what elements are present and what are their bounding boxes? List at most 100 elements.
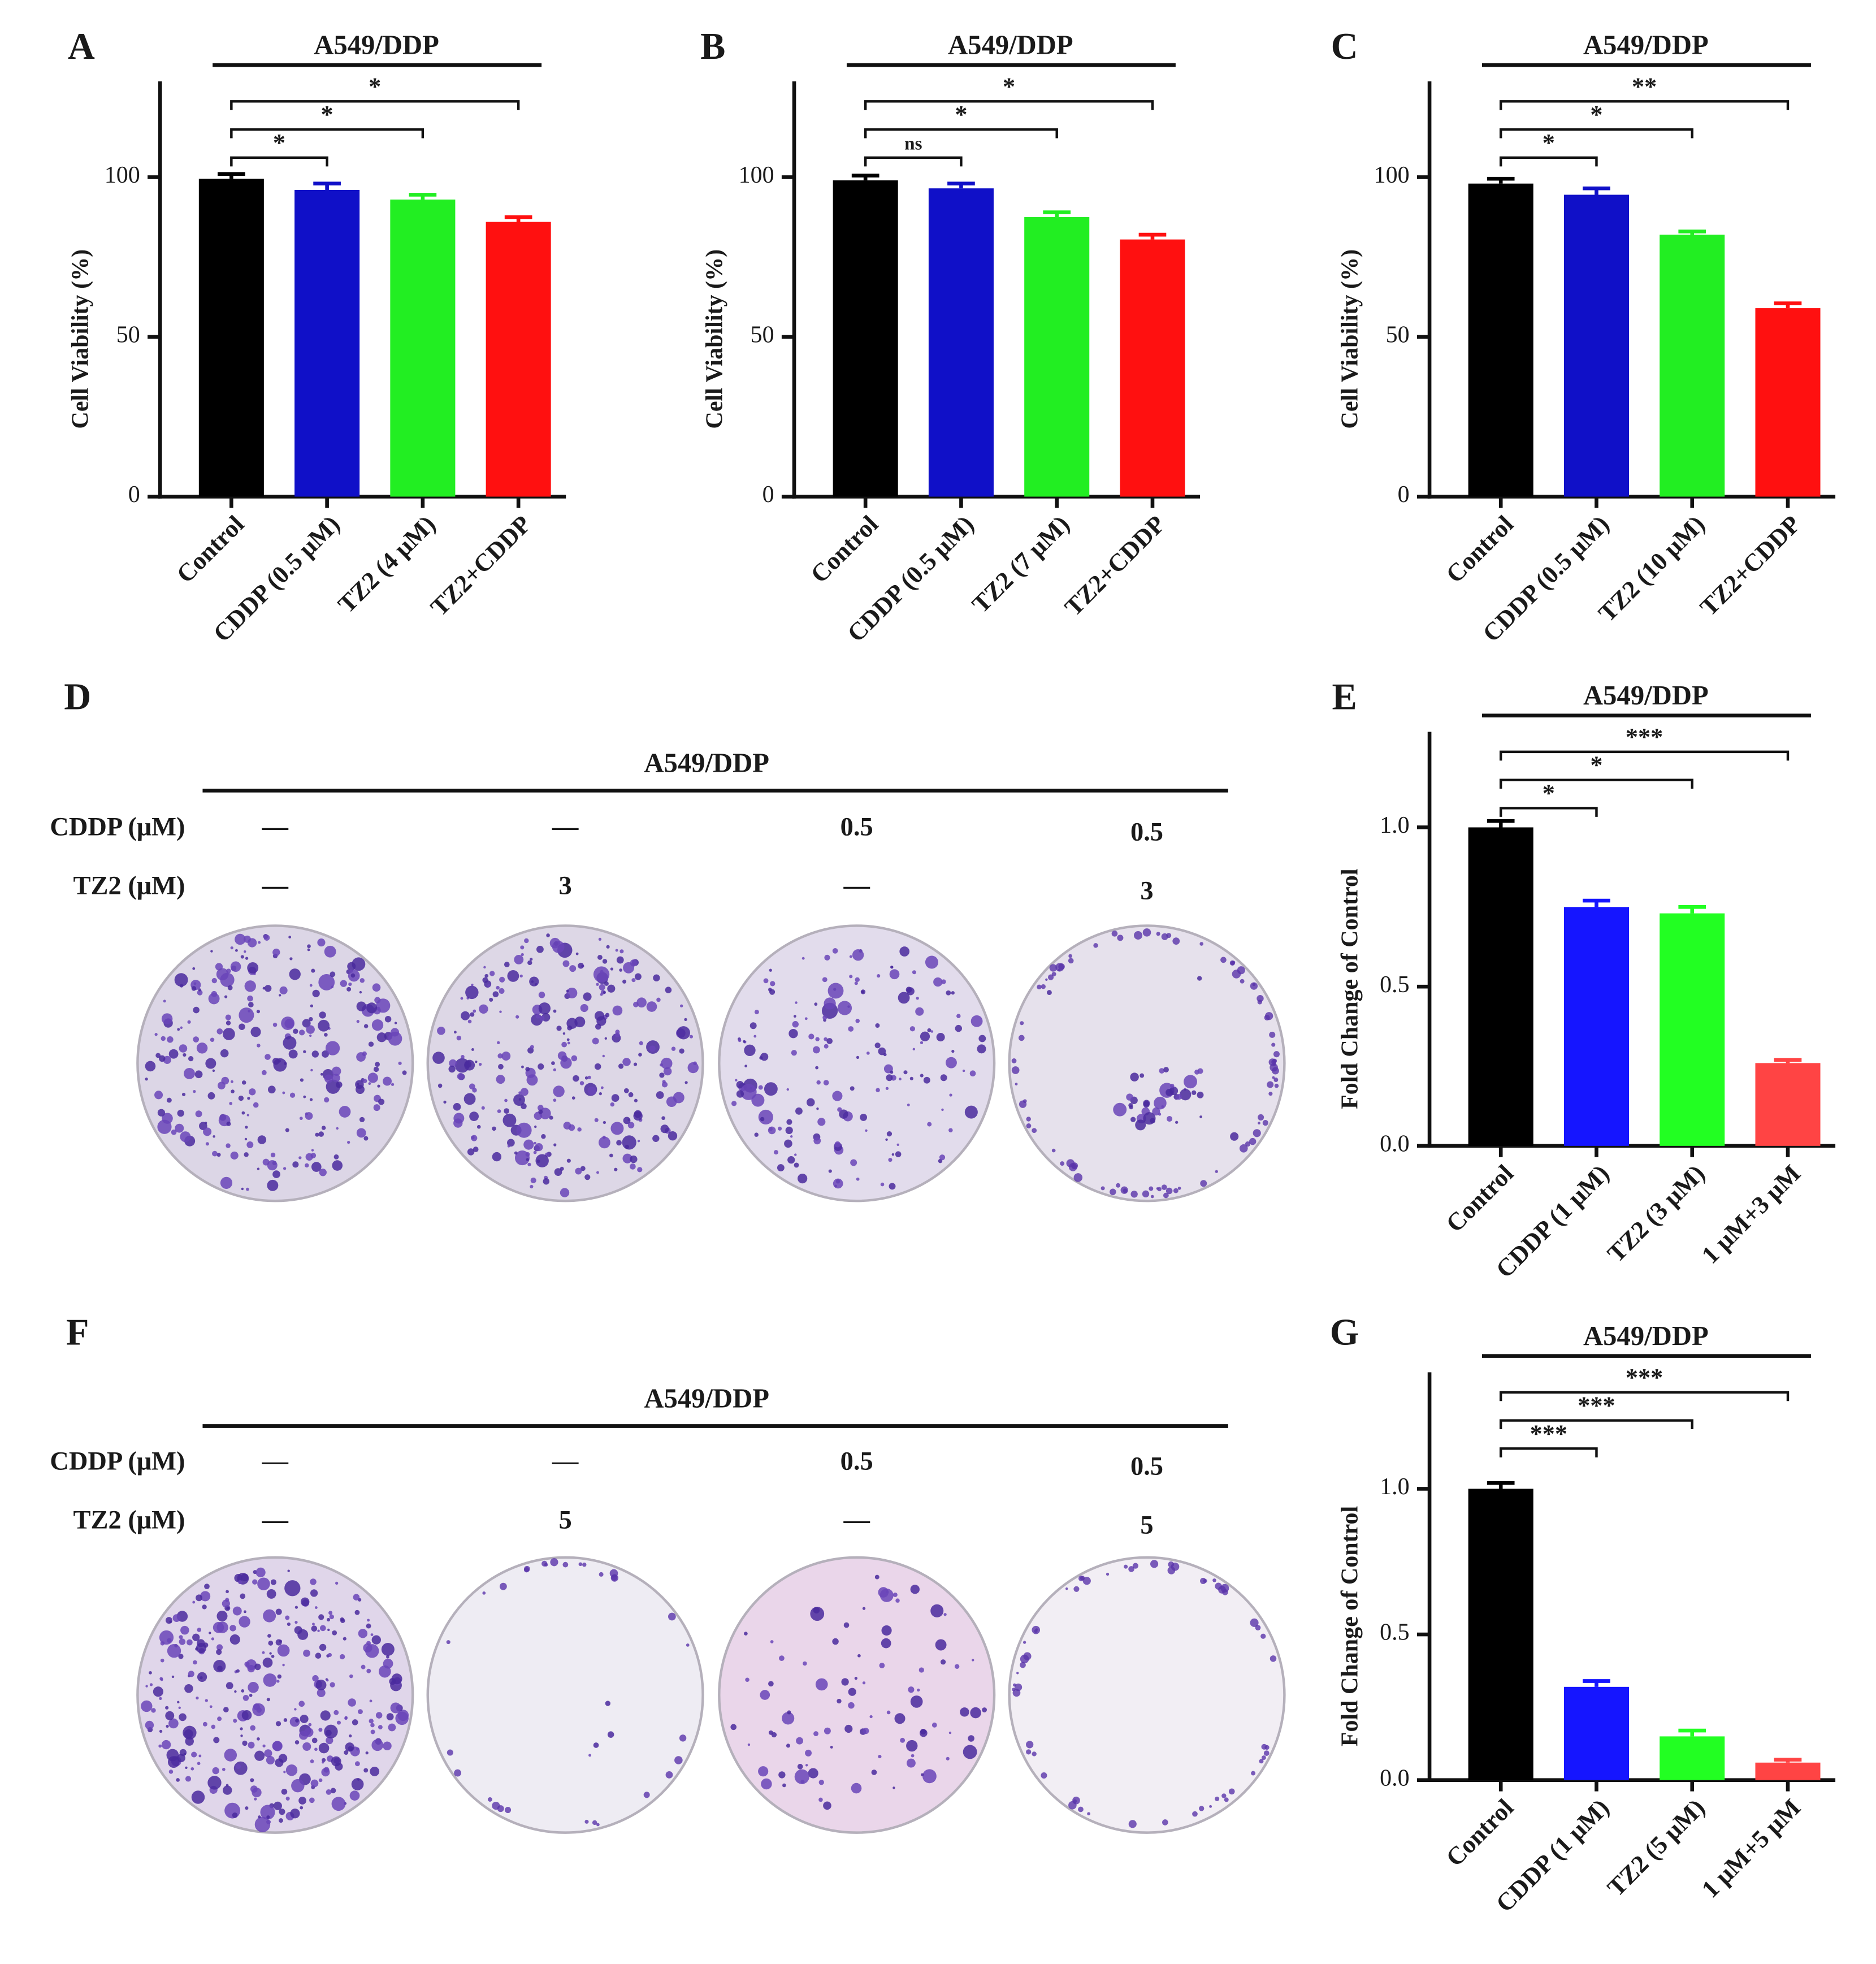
colony — [318, 1131, 324, 1137]
colony — [159, 1055, 166, 1062]
colony — [218, 1082, 226, 1090]
bar — [833, 180, 898, 497]
colony — [348, 982, 352, 987]
colony — [188, 1671, 194, 1677]
colony — [813, 1731, 818, 1737]
colony — [226, 1121, 231, 1126]
colony — [575, 1167, 582, 1175]
colony — [348, 1698, 356, 1707]
colony — [523, 1567, 530, 1573]
colony — [183, 1725, 197, 1740]
significance-label: * — [1543, 129, 1555, 157]
colony — [912, 1048, 916, 1051]
colony — [215, 963, 223, 971]
colony — [1269, 1031, 1276, 1038]
colony — [754, 1010, 759, 1015]
colony — [1203, 1578, 1207, 1583]
colony — [357, 1083, 359, 1085]
colony — [736, 1090, 744, 1098]
colony — [376, 1032, 387, 1042]
colony — [332, 1160, 343, 1171]
colony — [1260, 1633, 1266, 1639]
colony — [395, 1711, 409, 1725]
colony — [1209, 1805, 1212, 1808]
colony — [874, 1574, 879, 1580]
colony — [247, 995, 253, 1002]
colony — [370, 1723, 375, 1728]
colony — [207, 1092, 215, 1100]
colony — [239, 1023, 245, 1030]
colony — [271, 1654, 275, 1658]
colony — [267, 1085, 276, 1094]
colony — [165, 1706, 169, 1710]
colony — [889, 969, 900, 980]
colony — [378, 1725, 383, 1730]
colony — [604, 1037, 608, 1040]
colony — [188, 1055, 194, 1062]
colony — [467, 1148, 475, 1156]
colony — [470, 1012, 475, 1017]
colony — [593, 1742, 599, 1748]
colony — [371, 1635, 381, 1645]
colony — [281, 1788, 288, 1795]
colony — [760, 1690, 770, 1700]
colony — [530, 1045, 534, 1049]
colony — [553, 1143, 557, 1147]
colony — [235, 933, 246, 945]
colony — [843, 1622, 850, 1628]
colony — [1023, 1641, 1026, 1644]
colony — [492, 1152, 502, 1162]
colony — [327, 1652, 332, 1657]
colony — [875, 1023, 880, 1028]
colony — [262, 1651, 265, 1654]
colony — [232, 1812, 238, 1818]
colony — [363, 1024, 369, 1028]
colony — [467, 1019, 472, 1024]
colony — [272, 1022, 278, 1027]
colony — [1124, 1564, 1128, 1569]
colony — [507, 1144, 510, 1148]
colony — [816, 1080, 821, 1085]
colony — [879, 1588, 894, 1602]
colony — [1166, 1187, 1173, 1195]
colony — [359, 1117, 365, 1123]
colony — [561, 1041, 567, 1048]
colony — [257, 1135, 267, 1144]
colony — [212, 1150, 218, 1157]
colony — [832, 948, 838, 954]
colony — [233, 1719, 237, 1723]
colony — [1176, 1094, 1182, 1100]
colony — [192, 1633, 200, 1641]
colony — [580, 1166, 586, 1171]
colony — [465, 985, 479, 1000]
colony — [499, 1582, 507, 1590]
colony — [158, 1744, 162, 1748]
colony — [187, 1639, 193, 1646]
colony — [689, 1035, 694, 1039]
colony — [794, 1153, 797, 1156]
colony — [332, 1066, 341, 1076]
chart-title: A549/DDP — [1583, 1321, 1709, 1351]
colony — [345, 1742, 354, 1752]
x-tick-label: Control — [1441, 1160, 1519, 1238]
colony — [1128, 1820, 1137, 1828]
colony — [866, 1052, 870, 1055]
colony — [945, 1057, 957, 1068]
significance-bracket — [864, 100, 1154, 110]
bar — [1120, 239, 1185, 497]
colony — [693, 1061, 697, 1066]
bar — [1563, 1686, 1629, 1780]
colony — [437, 1083, 443, 1088]
colony — [575, 952, 579, 955]
colony — [299, 1029, 305, 1036]
colony — [233, 1761, 248, 1775]
colony — [310, 1004, 314, 1007]
colony — [483, 966, 486, 969]
colony — [336, 1127, 339, 1130]
colony — [326, 1679, 329, 1682]
colony — [1113, 1102, 1127, 1117]
colony — [1110, 1188, 1116, 1196]
colony — [850, 1086, 855, 1091]
colony — [241, 1710, 252, 1720]
colony — [235, 949, 238, 952]
